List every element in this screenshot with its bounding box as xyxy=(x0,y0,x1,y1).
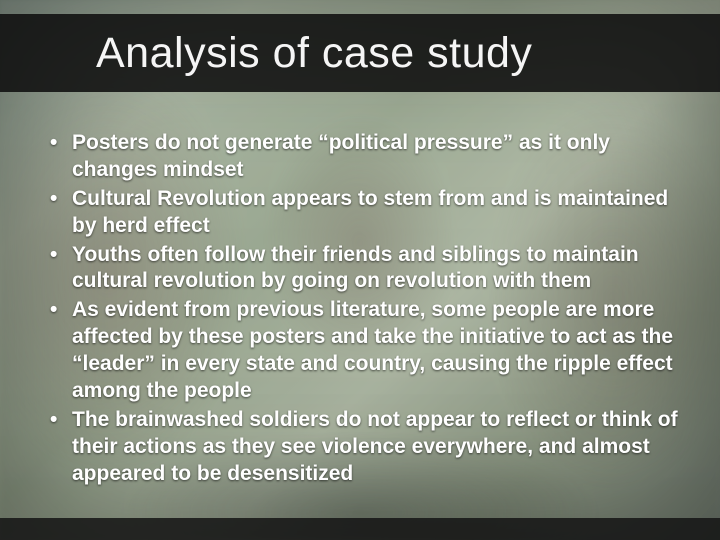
bullet-list: Posters do not generate “political press… xyxy=(48,130,680,487)
title-bar: Analysis of case study xyxy=(0,14,720,92)
bullet-item: Posters do not generate “political press… xyxy=(48,130,680,184)
bullet-item: The brainwashed soldiers do not appear t… xyxy=(48,407,680,488)
bottom-bar xyxy=(0,518,720,540)
bullet-item: Cultural Revolution appears to stem from… xyxy=(48,186,680,240)
bullet-item: As evident from previous literature, som… xyxy=(48,297,680,405)
slide-body: Posters do not generate “political press… xyxy=(48,130,680,489)
slide-title: Analysis of case study xyxy=(96,29,532,78)
bullet-item: Youths often follow their friends and si… xyxy=(48,242,680,296)
